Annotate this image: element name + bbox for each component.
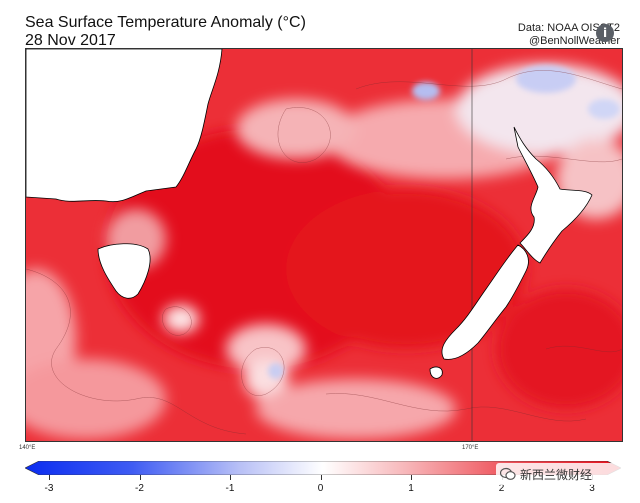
stewart-island xyxy=(429,366,443,379)
colorbar-tick-label: 3 xyxy=(589,483,595,494)
watermark-text: 新西兰微财经 xyxy=(520,467,593,482)
colorbar-tick-label: 2 xyxy=(498,483,505,494)
watermark: 新西兰微财经 xyxy=(496,463,622,485)
lon-label-170e: 170°E xyxy=(462,445,479,451)
lon-label-140e: 140°E xyxy=(19,445,36,451)
info-icon[interactable]: i xyxy=(596,24,614,42)
colorbar-tick-label: 0 xyxy=(317,483,324,494)
map-title: Sea Surface Temperature Anomaly (°C) 28 … xyxy=(25,14,306,50)
colorbar-tickmark xyxy=(411,475,412,480)
sst-map xyxy=(25,48,623,442)
nz-north-island xyxy=(513,126,593,264)
source-text: Data: NOAA OISST2 xyxy=(517,22,620,34)
contour-lines xyxy=(26,70,622,435)
colorbar-tick-label: -2 xyxy=(135,483,144,494)
colorbar-tickmark xyxy=(139,475,141,480)
colorbar-tick-label: -3 xyxy=(44,483,54,494)
colorbar-tickmark xyxy=(320,475,322,480)
nz-south-island xyxy=(441,244,529,360)
colorbar-tick-label: 1 xyxy=(408,483,414,494)
colorbar xyxy=(25,461,621,475)
wechat-icon xyxy=(500,467,516,480)
colorbar-tickmark xyxy=(230,475,231,480)
tasmania-landmass xyxy=(97,243,151,299)
map-canvas xyxy=(26,49,622,441)
australia-landmass xyxy=(26,49,223,203)
colorbar-tick-label: -1 xyxy=(225,483,235,494)
title-text: Sea Surface Temperature Anomaly (°C) xyxy=(25,14,306,31)
date-text: 28 Nov 2017 xyxy=(25,32,116,49)
colorbar-tickmark xyxy=(49,475,50,480)
